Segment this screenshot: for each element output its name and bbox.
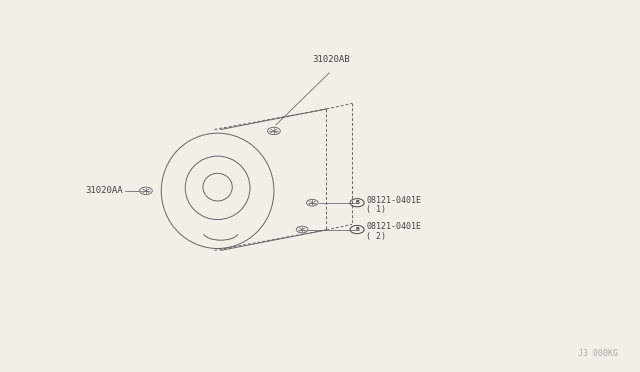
Text: 08121-0401E: 08121-0401E bbox=[366, 222, 421, 231]
Text: 08121-0401E: 08121-0401E bbox=[366, 196, 421, 205]
Text: ( 1): ( 1) bbox=[366, 205, 386, 214]
Text: ( 2): ( 2) bbox=[366, 232, 386, 241]
Text: B: B bbox=[355, 227, 359, 232]
Text: J3 000KG: J3 000KG bbox=[578, 349, 618, 358]
Text: B: B bbox=[355, 200, 359, 205]
Text: 31020AB: 31020AB bbox=[313, 55, 350, 64]
Text: 31020AA: 31020AA bbox=[85, 186, 123, 195]
